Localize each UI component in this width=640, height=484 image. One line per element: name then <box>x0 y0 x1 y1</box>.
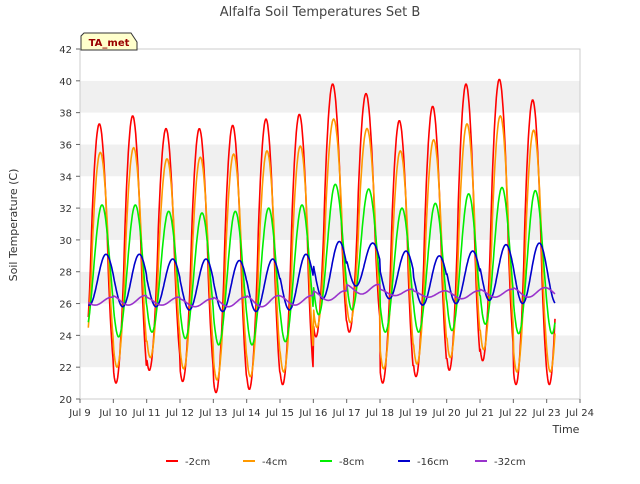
x-tick-label: Jul 12 <box>165 408 194 419</box>
series-line-minus-32cm <box>87 283 556 308</box>
y-tick-label: 38 <box>59 109 72 120</box>
y-tick-label: 20 <box>59 395 72 406</box>
grid-band <box>80 49 580 81</box>
grid-band <box>80 367 580 399</box>
series-layer <box>87 78 556 394</box>
x-tick-label: Jul 17 <box>332 408 361 419</box>
plot-frame <box>79 48 581 400</box>
y-tick-label: 34 <box>59 172 72 183</box>
y-tick-label: 22 <box>59 363 72 374</box>
x-tick-label: Jul 11 <box>132 408 161 419</box>
x-tick-label: Jul 20 <box>432 408 461 419</box>
x-tick-label: Jul 13 <box>198 408 227 419</box>
x-tick-label: Jul 9 <box>68 408 91 419</box>
x-tick-label: Jul 15 <box>265 408 294 419</box>
x-tick-label: Jul 18 <box>365 408 394 419</box>
x-tick-label: Jul 19 <box>398 408 427 419</box>
y-tick-label: 30 <box>59 236 72 247</box>
annotation-box <box>80 32 138 51</box>
x-tick-label: Jul 16 <box>298 408 327 419</box>
series-line-minus-8cm <box>87 183 556 346</box>
x-tick-label: Jul 10 <box>98 408 127 419</box>
legend-label: -2cm <box>185 457 210 468</box>
x-axis-label: Time <box>552 423 580 436</box>
ta-met-annotation: TA_met <box>80 32 138 51</box>
grid-band <box>80 303 580 336</box>
x-axis: Jul 9 Jul 10 Jul 11 Jul 12 Jul 13 Jul 14 Jul 1… <box>68 399 594 419</box>
chart-title: Alfalfa Soil Temperatures Set B <box>220 5 421 20</box>
legend-label: -32cm <box>494 457 526 468</box>
grid-band <box>80 335 580 368</box>
x-tick-label: Jul 23 <box>532 408 561 419</box>
y-tick-label: 24 <box>59 331 72 342</box>
y-tick-label: 40 <box>59 77 72 88</box>
y-tick-label: 32 <box>59 204 72 215</box>
y-tick-label: 26 <box>59 300 72 311</box>
legend: -2cm -4cm -8cm -16cm -32cm <box>166 457 526 468</box>
y-tick-label: 36 <box>59 140 72 151</box>
series-line-minus-4cm <box>87 115 556 381</box>
legend-label: -8cm <box>339 457 364 468</box>
y-axis-label: Soil Temperature (C) <box>7 169 20 282</box>
y-tick-label: 42 <box>59 45 72 56</box>
x-tick-label: Jul 14 <box>232 408 261 419</box>
annotation-label: TA_met <box>89 38 130 49</box>
series-line-minus-2cm <box>87 78 556 394</box>
legend-label: -4cm <box>262 457 287 468</box>
y-axis: 20 22 24 26 28 30 32 34 36 38 40 42 <box>59 45 80 406</box>
x-tick-label: Jul 24 <box>565 408 594 419</box>
x-tick-label: Jul 22 <box>498 408 527 419</box>
legend-label: -16cm <box>417 457 449 468</box>
x-tick-label: Jul 21 <box>465 408 494 419</box>
y-tick-label: 28 <box>59 268 72 279</box>
series-line-minus-16cm <box>87 240 556 313</box>
